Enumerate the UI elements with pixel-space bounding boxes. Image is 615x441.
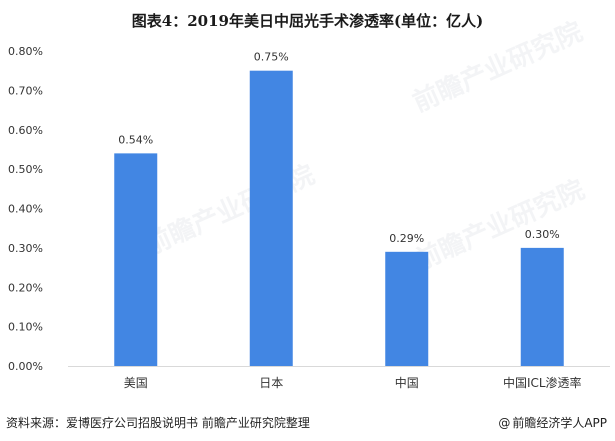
bar-data-label: 0.54% (118, 133, 153, 146)
data-labels: 0.54% 0.75% 0.29% 0.30% (118, 51, 559, 245)
brand-name: 前瞻经济学人APP (512, 416, 607, 430)
y-tick-label: 0.00% (8, 360, 43, 373)
bars (114, 70, 564, 366)
y-tick-label: 0.60% (8, 124, 43, 137)
source-note: 资料来源：爱博医疗公司招股说明书 前瞻产业研究院整理 (6, 416, 310, 430)
chart-title: 图表4：2019年美日中屈光手术渗透率(单位：亿人) (131, 12, 484, 30)
watermark-text: 前瞻产业研究院 (408, 16, 587, 118)
y-tick-label: 0.50% (8, 163, 43, 176)
bar (114, 153, 158, 366)
bar-data-label: 0.75% (254, 51, 289, 64)
bar (385, 251, 429, 366)
bar (249, 70, 293, 366)
y-tick-label: 0.20% (8, 281, 43, 294)
bar-data-label: 0.30% (525, 228, 560, 241)
y-tick-label: 0.30% (8, 242, 43, 255)
x-tick-label: 日本 (259, 376, 283, 390)
x-tick-label: 中国 (395, 375, 419, 390)
x-axis-ticks: 美国 日本 中国 中国ICL渗透率 (124, 375, 582, 390)
y-axis-ticks: 0.00% 0.10% 0.20% 0.30% 0.40% 0.50% 0.60% 0.70%… (8, 45, 43, 373)
y-tick-label: 0.70% (8, 84, 43, 97)
y-tick-label: 0.80% (8, 45, 43, 58)
x-tick-label: 中国ICL渗透率 (503, 375, 582, 390)
y-tick-label: 0.10% (8, 321, 43, 334)
x-tick-label: 美国 (124, 376, 148, 390)
bar (520, 247, 564, 366)
brand-credit: @ 前瞻经济学人APP (498, 414, 607, 431)
bar-data-label: 0.29% (389, 232, 424, 245)
at-symbol-icon: @ (498, 416, 511, 430)
y-tick-label: 0.40% (8, 203, 43, 216)
